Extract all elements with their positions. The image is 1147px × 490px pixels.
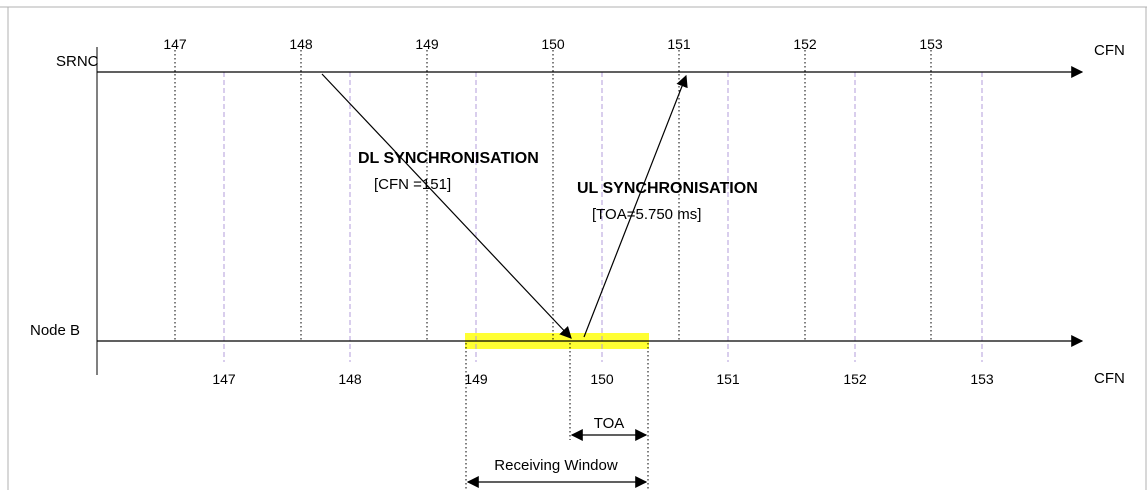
nodeb-tick-153: 153 [970,371,994,387]
nodeb-tick-151: 151 [716,371,740,387]
dl-sync-title: DL SYNCHRONISATION [358,150,539,167]
srnc-tick-152: 152 [793,36,817,52]
srnc-tick-147: 147 [163,36,187,52]
nodeb-tick-152: 152 [843,371,867,387]
srnc-frame-boundaries [174,50,932,340]
dl-sync-arrow [321,73,572,339]
nodeb-tick-147: 147 [212,371,236,387]
srnc-tick-153: 153 [919,36,943,52]
srnc-tick-150: 150 [541,36,565,52]
toa-label: TOA [594,415,625,432]
srnc-label: SRNC [56,53,99,70]
ul-sync-detail: [TOA=5.750 ms] [592,206,701,223]
nodeb-label: Node B [30,322,80,339]
srnc-cfn-label: CFN [1094,42,1125,59]
nodeb-frame-boundaries [223,72,983,362]
nodeb-cfn-label: CFN [1094,370,1125,387]
srnc-tick-151: 151 [667,36,691,52]
ul-sync-title: UL SYNCHRONISATION [577,180,758,197]
nodeb-tick-149: 149 [464,371,488,387]
srnc-tick-148: 148 [289,36,313,52]
nodeb-tick-148: 148 [338,371,362,387]
receiving-window-label: Receiving Window [494,457,618,474]
ul-sync-arrow [583,74,688,338]
dl-sync-detail: [CFN =151] [374,176,451,193]
srnc-tick-149: 149 [415,36,439,52]
nodeb-tick-150: 150 [590,371,614,387]
